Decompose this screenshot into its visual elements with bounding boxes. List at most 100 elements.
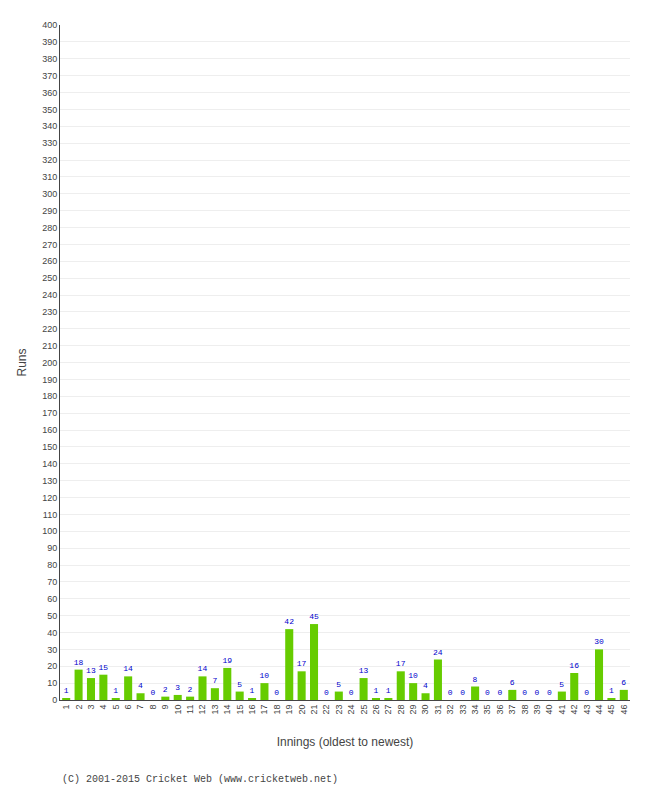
svg-text:1: 1 <box>113 686 118 695</box>
svg-text:0: 0 <box>448 688 453 697</box>
svg-text:17: 17 <box>297 659 307 668</box>
svg-text:(C) 2001-2015 Cricket Web (www: (C) 2001-2015 Cricket Web (www.cricketwe… <box>62 774 338 785</box>
svg-text:5: 5 <box>111 705 121 710</box>
svg-text:0: 0 <box>497 688 502 697</box>
svg-text:0: 0 <box>349 688 354 697</box>
svg-text:370: 370 <box>42 71 57 81</box>
svg-text:0: 0 <box>460 688 465 697</box>
svg-text:14: 14 <box>123 664 133 673</box>
svg-text:150: 150 <box>42 442 57 452</box>
svg-text:12: 12 <box>197 705 207 715</box>
svg-text:10: 10 <box>173 705 183 715</box>
svg-text:Innings (oldest to newest): Innings (oldest to newest) <box>277 735 414 749</box>
svg-text:35: 35 <box>482 705 492 715</box>
svg-text:230: 230 <box>42 307 57 317</box>
svg-text:24: 24 <box>346 705 356 715</box>
svg-text:15: 15 <box>98 663 108 672</box>
svg-text:39: 39 <box>532 705 542 715</box>
svg-text:38: 38 <box>520 705 530 715</box>
svg-text:16: 16 <box>247 705 257 715</box>
svg-text:3: 3 <box>175 683 180 692</box>
svg-text:2: 2 <box>163 685 168 694</box>
svg-text:10: 10 <box>260 671 270 680</box>
svg-text:19: 19 <box>222 656 232 665</box>
svg-text:70: 70 <box>47 577 57 587</box>
svg-text:4: 4 <box>423 681 428 690</box>
svg-text:34: 34 <box>470 705 480 715</box>
svg-text:24: 24 <box>433 648 443 657</box>
svg-text:41: 41 <box>557 705 567 715</box>
svg-text:1: 1 <box>61 705 71 710</box>
svg-text:3: 3 <box>86 705 96 710</box>
svg-text:1: 1 <box>250 686 255 695</box>
svg-text:37: 37 <box>507 705 517 715</box>
svg-text:43: 43 <box>582 705 592 715</box>
svg-text:8: 8 <box>148 705 158 710</box>
svg-text:140: 140 <box>42 459 57 469</box>
svg-text:8: 8 <box>473 675 478 684</box>
svg-text:0: 0 <box>522 688 527 697</box>
svg-text:5: 5 <box>559 680 564 689</box>
svg-text:310: 310 <box>42 172 57 182</box>
svg-text:90: 90 <box>47 543 57 553</box>
svg-text:170: 170 <box>42 408 57 418</box>
svg-text:0: 0 <box>274 688 279 697</box>
svg-text:30: 30 <box>594 637 604 646</box>
svg-text:5: 5 <box>237 680 242 689</box>
svg-text:45: 45 <box>309 612 319 621</box>
svg-text:17: 17 <box>396 659 406 668</box>
svg-text:190: 190 <box>42 375 57 385</box>
svg-text:340: 340 <box>42 121 57 131</box>
svg-text:21: 21 <box>309 705 319 715</box>
svg-text:2: 2 <box>188 685 193 694</box>
svg-text:0: 0 <box>52 695 57 705</box>
svg-text:0: 0 <box>535 688 540 697</box>
svg-text:6: 6 <box>621 678 626 687</box>
svg-text:2: 2 <box>74 705 84 710</box>
svg-text:14: 14 <box>198 664 208 673</box>
svg-text:29: 29 <box>408 705 418 715</box>
svg-text:100: 100 <box>42 526 57 536</box>
svg-text:130: 130 <box>42 476 57 486</box>
svg-text:13: 13 <box>86 666 96 675</box>
svg-text:46: 46 <box>619 705 629 715</box>
svg-text:40: 40 <box>47 628 57 638</box>
svg-text:200: 200 <box>42 358 57 368</box>
svg-text:30: 30 <box>47 645 57 655</box>
svg-text:7: 7 <box>135 705 145 710</box>
svg-text:1: 1 <box>609 686 614 695</box>
svg-text:0: 0 <box>324 688 329 697</box>
svg-text:160: 160 <box>42 425 57 435</box>
svg-text:0: 0 <box>150 688 155 697</box>
svg-text:36: 36 <box>495 705 505 715</box>
svg-text:25: 25 <box>359 705 369 715</box>
svg-text:120: 120 <box>42 493 57 503</box>
svg-text:42: 42 <box>569 705 579 715</box>
svg-text:18: 18 <box>74 658 84 667</box>
svg-text:18: 18 <box>272 705 282 715</box>
svg-text:31: 31 <box>433 705 443 715</box>
svg-text:330: 330 <box>42 138 57 148</box>
svg-text:5: 5 <box>336 680 341 689</box>
svg-text:20: 20 <box>297 705 307 715</box>
svg-text:300: 300 <box>42 189 57 199</box>
svg-text:220: 220 <box>42 324 57 334</box>
svg-text:44: 44 <box>594 705 604 715</box>
svg-text:320: 320 <box>42 155 57 165</box>
svg-text:210: 210 <box>42 341 57 351</box>
svg-text:390: 390 <box>42 37 57 47</box>
svg-text:16: 16 <box>569 661 579 670</box>
svg-text:4: 4 <box>98 705 108 710</box>
svg-text:45: 45 <box>606 705 616 715</box>
svg-text:270: 270 <box>42 240 57 250</box>
svg-text:240: 240 <box>42 290 57 300</box>
svg-text:0: 0 <box>547 688 552 697</box>
svg-text:32: 32 <box>445 705 455 715</box>
svg-text:60: 60 <box>47 594 57 604</box>
svg-text:6: 6 <box>510 678 515 687</box>
svg-text:9: 9 <box>160 705 170 710</box>
svg-text:13: 13 <box>359 666 369 675</box>
svg-text:350: 350 <box>42 105 57 115</box>
svg-text:0: 0 <box>584 688 589 697</box>
svg-text:290: 290 <box>42 206 57 216</box>
